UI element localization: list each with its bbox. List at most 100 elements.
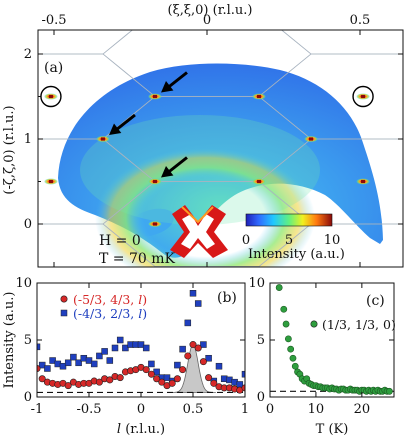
y-tick-label: 0	[24, 390, 32, 405]
top-axis-label: (ξ,ξ,0) (r.l.u.)	[168, 3, 253, 18]
data-point-red	[184, 352, 192, 360]
panel-a-label: (a)	[44, 60, 63, 76]
data-point-red	[37, 365, 41, 372]
y-tick-label: 2	[24, 47, 32, 62]
data-point-blue	[96, 352, 103, 360]
top-tick-label: 0	[203, 13, 211, 28]
gaussian-fit-shade	[170, 344, 216, 393]
y-tick-label: 1	[24, 132, 32, 147]
x-tick-label: 20	[354, 402, 371, 417]
data-point-blue	[122, 344, 129, 352]
panel-c-ticks: 0 10 20 0 5 10	[248, 276, 394, 417]
bragg-peak-core	[100, 137, 105, 141]
data-point-blue	[194, 300, 202, 307]
panel-c-x-label: T (K)	[316, 422, 349, 437]
data-point-green	[291, 362, 299, 370]
x-label-unit: (r.l.u.)	[121, 422, 165, 437]
panel-a-frame	[37, 29, 404, 268]
data-point-blue	[37, 343, 41, 351]
top-axis-ticks: -1-0.500.51	[41, 13, 371, 267]
data-point-red	[64, 382, 72, 390]
top-tick-label: 0.5	[350, 13, 371, 28]
data-point-red	[153, 375, 161, 383]
legend-red-l: l	[138, 292, 142, 307]
x-tick-label: 0.5	[183, 402, 204, 417]
colorbar-gradient	[245, 213, 333, 227]
hexagon-cell	[281, 30, 403, 55]
y-tick-label: 10	[15, 276, 32, 291]
temperature-label: T = 70 mK	[99, 251, 176, 267]
data-point-blue	[241, 370, 245, 378]
x-tick-label: -1	[31, 402, 44, 417]
data-point-blue	[70, 353, 77, 361]
data-point-blue	[200, 341, 207, 348]
colorbar-label: Intensity (a.u.)	[248, 247, 345, 262]
data-point-red	[116, 374, 124, 382]
colorbar-tick-5: 5	[285, 233, 293, 248]
data-point-red	[106, 376, 114, 384]
bragg-peak-core	[152, 222, 157, 226]
data-point-blue	[116, 336, 124, 344]
bragg-peak-core	[309, 137, 314, 141]
arrow-head	[161, 81, 174, 93]
legend-red-post: )	[142, 292, 147, 307]
legend-green-marker	[310, 320, 318, 328]
data-point-blue	[184, 319, 192, 327]
data-point-red	[199, 358, 207, 366]
data-point-blue	[59, 362, 67, 370]
bragg-peak-core	[361, 94, 366, 99]
data-point-blue	[148, 360, 155, 368]
legend-blue-text: (-4/3, 2/3, l)	[73, 306, 147, 321]
data-point-blue	[38, 361, 46, 369]
legend-blue-l: l	[138, 306, 142, 321]
arrow-head	[109, 123, 122, 135]
diffuse-glow	[80, 115, 320, 225]
data-point-blue	[111, 344, 119, 352]
data-point-blue	[137, 341, 145, 348]
x-tick-label: 0	[137, 402, 145, 417]
bragg-peak-core	[152, 179, 157, 184]
data-point-green	[287, 345, 295, 353]
data-point-blue	[85, 357, 93, 364]
x-label-l: l	[117, 422, 121, 437]
data-point-blue	[64, 359, 72, 367]
series-blue-or-red	[37, 341, 245, 394]
bragg-peak-core	[152, 94, 157, 99]
y-tick-label: 5	[257, 333, 265, 348]
bragg-peak-core	[48, 179, 53, 184]
colorbar-tick-10: 10	[324, 233, 341, 248]
arrow-head	[161, 166, 174, 178]
y-tick-label: 10	[248, 276, 265, 291]
data-point-red	[147, 370, 155, 378]
data-point-red	[210, 379, 218, 387]
arrow-shaft	[167, 71, 188, 89]
hexagon-cell	[38, 30, 133, 55]
data-point-blue	[179, 345, 186, 353]
arrow-shaft	[167, 156, 188, 174]
legend-red-text: (-5/3, 4/3, l)	[73, 292, 147, 307]
data-point-blue	[90, 360, 98, 368]
bragg-peak-core	[48, 94, 53, 99]
data-point-blue	[142, 344, 150, 352]
field-label: H = 0	[99, 233, 141, 249]
bragg-peaks	[43, 93, 371, 228]
data-point-green	[284, 335, 292, 343]
data-point-green	[289, 354, 297, 362]
panel-a-y-ticks: 0 1 2	[24, 47, 403, 232]
data-point-green	[275, 284, 283, 291]
data-point-blue	[106, 357, 114, 364]
series-green	[275, 284, 393, 395]
y-tick-label: 0	[257, 390, 265, 405]
data-point-blue	[49, 357, 56, 364]
legend-b: (-5/3, 4/3, l) (-4/3, 2/3, l)	[60, 292, 147, 321]
data-point-blue	[163, 374, 171, 381]
arrow-shaft	[115, 113, 136, 132]
legend-blue-post: )	[142, 306, 147, 321]
data-point-blue	[101, 348, 108, 355]
panel-b-y-label: Intensity (a.u.)	[2, 292, 17, 389]
data-point-red	[173, 375, 181, 383]
top-tick-label: -0.5	[41, 13, 66, 28]
data-point-green	[282, 320, 290, 328]
x-tick-label: 1	[241, 402, 249, 417]
